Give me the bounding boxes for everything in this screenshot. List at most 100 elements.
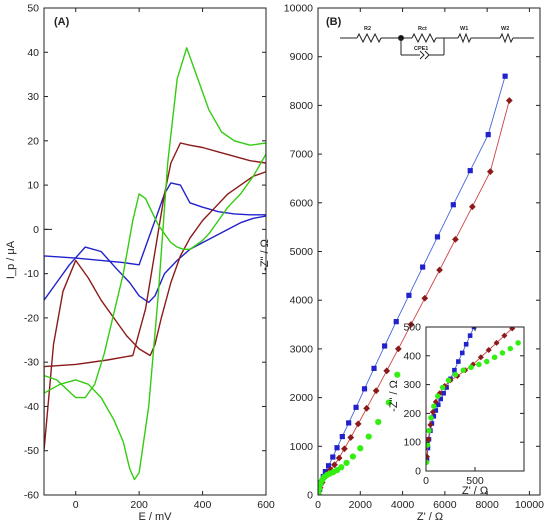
b-ytick-label: 1000 xyxy=(290,441,314,453)
a-ytick-label: -10 xyxy=(24,268,39,280)
inset-point-1 xyxy=(436,390,443,397)
nyquist-point-2 xyxy=(375,418,382,426)
inset-point-1 xyxy=(432,398,439,405)
inset-point-2 xyxy=(426,442,431,448)
a-ytick-label: 40 xyxy=(27,47,39,59)
nyquist-point-0 xyxy=(393,319,399,325)
b-xtick-label: 10000 xyxy=(515,499,544,511)
nyquist-point-0 xyxy=(325,463,332,469)
inset-point-2 xyxy=(426,427,432,434)
inset-point-1 xyxy=(509,327,516,332)
a-ytick-label: 50 xyxy=(27,3,39,15)
nyquist-point-0 xyxy=(330,454,336,460)
inset-xtick-label: 500 xyxy=(466,475,484,487)
panel-b: 0 2000 4000 6000 8000 10000010002000300040005… xyxy=(259,3,544,524)
a-xtick-label: 600 xyxy=(257,499,275,511)
inset-point-0 xyxy=(456,359,461,364)
inset-point-1 xyxy=(470,361,477,368)
nyquist-point-0 xyxy=(339,433,345,440)
nyquist-point-2 xyxy=(343,459,350,466)
nyquist-point-1 xyxy=(341,445,348,453)
nyquist-point-2 xyxy=(394,371,401,378)
nyquist-point-1 xyxy=(452,235,459,243)
cv-series-1 xyxy=(44,142,266,452)
b-ytick-label: 2000 xyxy=(290,392,314,404)
inset-point-0 xyxy=(444,385,449,390)
nyquist-point-2 xyxy=(349,453,357,460)
nyquist-point-0 xyxy=(361,386,368,392)
inset-point-2 xyxy=(484,358,490,365)
inset-point-0 xyxy=(435,402,441,408)
inset-point-2 xyxy=(491,354,498,360)
inset-point-0 xyxy=(463,341,469,347)
a-ytick-label: 30 xyxy=(27,91,39,103)
nyquist-point-2 xyxy=(357,445,364,452)
panel-a: 0 200 400 600-60-50-40-30-20-1001020304050 … xyxy=(5,3,275,524)
nyquist-point-0 xyxy=(346,420,352,426)
a-ytick-label: -60 xyxy=(24,490,39,502)
b-ytick-label: 5000 xyxy=(290,246,314,258)
nyquist-point-0 xyxy=(502,73,508,79)
b-ytick-label: 6000 xyxy=(290,197,314,209)
nyquist-point-1 xyxy=(335,454,343,462)
inset-point-0 xyxy=(459,350,465,356)
inset-point-2 xyxy=(507,345,514,352)
inset-point-1 xyxy=(427,421,434,428)
inset-ytick-label: 300 xyxy=(403,379,421,391)
nyquist-point-2 xyxy=(365,433,372,440)
inset-point-1 xyxy=(426,436,432,443)
nyquist-point-0 xyxy=(382,343,388,349)
circuit-label-r2: R2 xyxy=(364,26,371,32)
inset-ytick-label: 400 xyxy=(403,350,421,362)
circuit-label-w1: W1 xyxy=(460,26,468,32)
nyquist-series xyxy=(318,73,513,495)
inset-point-1 xyxy=(485,347,492,354)
b-xtick-label: 6000 xyxy=(433,499,457,511)
nyquist-point-1 xyxy=(383,367,391,375)
nyquist-point-1 xyxy=(436,266,443,274)
b-xtick-label: 2000 xyxy=(349,499,373,511)
nyquist-point-1 xyxy=(394,345,402,353)
inset-point-2 xyxy=(428,414,434,421)
nyquist-point-0 xyxy=(485,132,491,138)
panel-label-b: (B) xyxy=(326,16,342,28)
inset-y-axis-label: -Z" / Ω xyxy=(388,380,400,412)
inset-plot: 0 500 0 100 200 300 400 500 Z' / Ω -Z" / Ω xyxy=(388,322,525,497)
b-ytick-label: 8000 xyxy=(290,100,314,112)
nyquist-point-0 xyxy=(434,234,441,240)
inset-point-2 xyxy=(431,403,437,409)
b-ytick-label: 0 xyxy=(307,490,313,502)
panel-label-a: (A) xyxy=(54,16,70,28)
nyquist-point-1 xyxy=(363,404,371,412)
a-ytick-label: 10 xyxy=(27,180,39,192)
nyquist-point-1 xyxy=(372,387,380,395)
nyquist-point-0 xyxy=(420,264,426,270)
cv-series-0 xyxy=(44,182,266,304)
inset-point-2 xyxy=(476,361,482,368)
inset-point-1 xyxy=(477,354,484,361)
equivalent-circuit xyxy=(340,32,534,60)
cv-series-2 xyxy=(44,47,266,481)
nyquist-point-1 xyxy=(486,168,494,176)
b-ytick-label: 3000 xyxy=(290,343,314,355)
inset-point-1 xyxy=(501,332,508,339)
nyquist-point-1 xyxy=(421,294,429,302)
inset-point-0 xyxy=(438,396,443,402)
b-ytick-label: 10000 xyxy=(284,3,313,15)
inset-point-0 xyxy=(467,333,473,338)
circuit-labels: R2 Rct W1 W2 CPE1 xyxy=(364,26,509,52)
inset-ytick-label: 100 xyxy=(403,437,421,449)
ticks-b: 0 2000 4000 6000 8000 10000010002000300040005… xyxy=(284,3,544,512)
nyquist-point-1 xyxy=(347,434,355,441)
inset-point-2 xyxy=(426,459,430,466)
inset-point-2 xyxy=(515,340,521,346)
inset-point-0 xyxy=(471,327,477,330)
inset-x-axis-label: Z' / Ω xyxy=(462,485,488,497)
a-ytick-label: -40 xyxy=(24,401,39,413)
inset-ytick-label: 0 xyxy=(415,466,421,478)
inset-xtick-label: 0 xyxy=(423,475,429,487)
nyquist-point-0 xyxy=(371,365,377,371)
nyquist-point-2 xyxy=(385,399,392,406)
nyquist-point-0 xyxy=(353,404,359,410)
